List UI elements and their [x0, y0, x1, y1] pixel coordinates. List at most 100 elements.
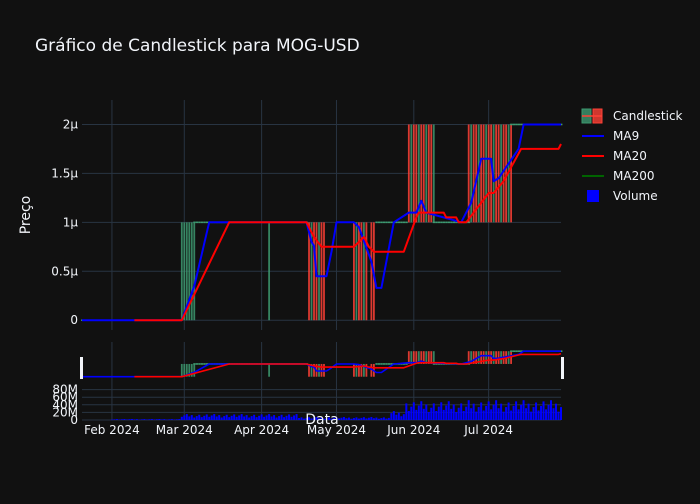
volume-bar	[462, 410, 465, 420]
volume-bar	[155, 419, 158, 420]
volume-bar	[330, 418, 333, 420]
volume-bar	[145, 419, 148, 421]
volume-bar	[492, 404, 495, 420]
volume-bar	[552, 408, 555, 420]
mini-candle	[485, 351, 488, 364]
candle	[412, 124, 415, 223]
volume-bar	[402, 414, 405, 420]
volume-bar	[148, 419, 151, 420]
volume-bar	[180, 416, 183, 420]
mini-candle	[487, 351, 490, 364]
volume-bar	[165, 419, 168, 421]
mini-candle	[482, 351, 485, 364]
mini-candle	[355, 363, 358, 377]
volume-bar	[527, 403, 530, 420]
volume-bar	[185, 414, 188, 420]
volume-bar	[125, 419, 128, 420]
volume-bar	[427, 412, 430, 420]
volume-bar	[303, 418, 306, 420]
volume-bar	[160, 419, 163, 420]
mini-candle	[470, 351, 473, 364]
volume-bar	[240, 414, 243, 420]
candle	[188, 222, 191, 321]
range-slider-left-handle[interactable]	[80, 357, 83, 379]
volume-bar	[290, 416, 293, 420]
candle	[180, 222, 183, 321]
legend-label: MA9	[613, 129, 639, 143]
volume-bar	[472, 403, 475, 420]
mini-candle	[490, 351, 493, 364]
volume-bar	[245, 415, 248, 420]
candle	[415, 124, 418, 223]
volume-bar	[190, 415, 193, 420]
volume-series	[110, 400, 562, 421]
volume-bar	[273, 415, 276, 420]
volume-bar	[163, 419, 166, 420]
volume-bar	[253, 414, 256, 420]
volume-bar	[138, 419, 141, 421]
volume-bar	[557, 411, 560, 420]
mini-candle	[412, 351, 415, 364]
price-tick-label: 1.5μ	[51, 166, 78, 180]
volume-bar	[203, 415, 206, 420]
candle	[417, 124, 420, 223]
volume-bar	[295, 414, 298, 420]
volume-bar	[248, 417, 251, 420]
candle	[480, 124, 483, 223]
legend-square-icon	[587, 190, 599, 202]
volume-bar	[175, 419, 178, 420]
volume-bar	[487, 401, 490, 420]
y-axis-title: Preço	[18, 196, 34, 235]
volume-bar	[382, 417, 385, 420]
mini-candle	[183, 363, 186, 377]
volume-bar	[318, 418, 321, 420]
volume-bar	[178, 419, 181, 420]
date-tick-label: Jul 2024	[463, 423, 513, 437]
volume-bar	[275, 417, 278, 420]
legend-item-candlestick: Candlestick	[581, 108, 683, 124]
mini-candle	[180, 363, 183, 377]
volume-bar	[435, 410, 438, 420]
volume-bar	[547, 404, 550, 420]
volume-bar	[110, 419, 113, 421]
moving-average-series	[82, 123, 562, 378]
range-slider-right-handle[interactable]	[561, 357, 564, 379]
volume-bar	[452, 404, 455, 420]
volume-tick-label: 40M	[52, 398, 78, 412]
volume-bar	[293, 415, 296, 420]
candle	[485, 124, 488, 223]
volume-bar	[540, 405, 543, 420]
volume-bar	[135, 419, 138, 420]
candle	[363, 222, 365, 321]
volume-bar	[512, 405, 515, 420]
volume-bar	[335, 417, 338, 420]
volume-bar	[432, 403, 435, 420]
volume-bar	[392, 411, 395, 420]
candle	[505, 124, 508, 223]
volume-bar	[412, 402, 415, 420]
volume-bar	[387, 417, 390, 420]
candle	[323, 222, 325, 321]
volume-bar	[200, 417, 203, 420]
volume-bar	[520, 404, 523, 420]
volume-bar	[158, 419, 161, 420]
volume-bar	[340, 417, 343, 420]
volume-bar	[213, 414, 216, 420]
volume-bar	[120, 419, 123, 420]
volume-bar	[345, 418, 348, 420]
candle	[185, 222, 188, 321]
volume-bar	[263, 416, 266, 420]
candle	[497, 124, 500, 223]
mini-candle	[358, 363, 360, 377]
volume-bar	[515, 401, 518, 420]
volume-bar	[467, 400, 470, 420]
volume-bar	[143, 419, 146, 420]
legend-item-ma20: MA20	[582, 149, 647, 163]
candle	[482, 124, 485, 223]
legend-label: MA200	[613, 169, 654, 183]
volume-bar	[530, 411, 533, 420]
volume-bar	[218, 415, 221, 420]
volume-bar	[440, 402, 443, 420]
volume-bar	[320, 417, 323, 420]
volume-bar	[445, 405, 448, 420]
